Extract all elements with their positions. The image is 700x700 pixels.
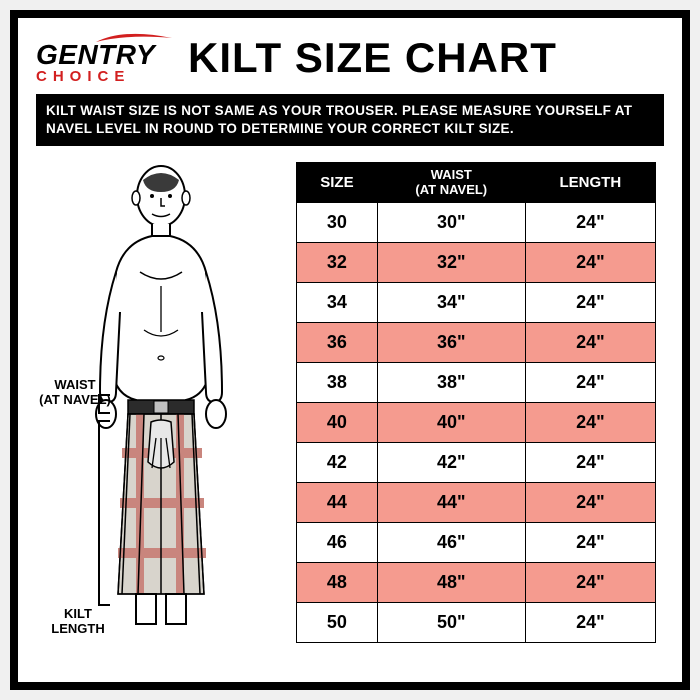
table-row: 3030"24" xyxy=(297,203,656,243)
table-cell: 24" xyxy=(525,203,655,243)
table-cell: 36" xyxy=(377,323,525,363)
header: GENTRY CHOICE KILT SIZE CHART xyxy=(36,32,664,84)
table-row: 5050"24" xyxy=(297,603,656,643)
table-row: 4646"24" xyxy=(297,523,656,563)
table-cell: 38 xyxy=(297,363,378,403)
table-cell: 48" xyxy=(377,563,525,603)
table-cell: 32 xyxy=(297,243,378,283)
size-chart-card: GENTRY CHOICE KILT SIZE CHART KILT WAIST… xyxy=(10,10,690,690)
table-row: 4242"24" xyxy=(297,443,656,483)
table-cell: 36 xyxy=(297,323,378,363)
table-cell: 46 xyxy=(297,523,378,563)
bracket-length-icon xyxy=(98,420,100,606)
logo-text-bottom: CHOICE xyxy=(36,70,174,84)
table-cell: 44" xyxy=(377,483,525,523)
table-cell: 32" xyxy=(377,243,525,283)
table-cell: 24" xyxy=(525,483,655,523)
table-cell: 30 xyxy=(297,203,378,243)
annotation-waist: WAIST(AT NAVEL) xyxy=(30,378,120,408)
measurement-notice: KILT WAIST SIZE IS NOT SAME AS YOUR TROU… xyxy=(36,94,664,146)
table-row: 4040"24" xyxy=(297,403,656,443)
size-table: SIZE WAIST(AT NAVEL) LENGTH 3030"24"3232… xyxy=(296,162,656,643)
table-row: 3232"24" xyxy=(297,243,656,283)
table-cell: 48 xyxy=(297,563,378,603)
table-cell: 24" xyxy=(525,603,655,643)
table-cell: 24" xyxy=(525,323,655,363)
logo-text-top: GENTRY xyxy=(36,42,174,69)
table-cell: 42 xyxy=(297,443,378,483)
page-title: KILT SIZE CHART xyxy=(188,34,557,82)
table-row: 4444"24" xyxy=(297,483,656,523)
table-cell: 24" xyxy=(525,403,655,443)
table-cell: 38" xyxy=(377,363,525,403)
content-row: WAIST(AT NAVEL) KILTLENGTH xyxy=(36,162,664,643)
col-length: LENGTH xyxy=(525,163,655,203)
annotation-length: KILTLENGTH xyxy=(38,607,118,637)
table-cell: 42" xyxy=(377,443,525,483)
bracket-waist-icon xyxy=(98,394,100,414)
table-cell: 24" xyxy=(525,243,655,283)
table-cell: 44 xyxy=(297,483,378,523)
table-cell: 24" xyxy=(525,563,655,603)
table-cell: 24" xyxy=(525,363,655,403)
table-cell: 50" xyxy=(377,603,525,643)
col-waist: WAIST(AT NAVEL) xyxy=(377,163,525,203)
table-cell: 30" xyxy=(377,203,525,243)
table-header-row: SIZE WAIST(AT NAVEL) LENGTH xyxy=(297,163,656,203)
table-cell: 24" xyxy=(525,523,655,563)
table-cell: 34 xyxy=(297,283,378,323)
table-cell: 40" xyxy=(377,403,525,443)
table-cell: 50 xyxy=(297,603,378,643)
brand-logo: GENTRY CHOICE xyxy=(36,32,174,84)
table-row: 3838"24" xyxy=(297,363,656,403)
table-row: 3434"24" xyxy=(297,283,656,323)
table-cell: 46" xyxy=(377,523,525,563)
table-row: 4848"24" xyxy=(297,563,656,603)
table-cell: 24" xyxy=(525,443,655,483)
table-cell: 40 xyxy=(297,403,378,443)
table-body: 3030"24"3232"24"3434"24"3636"24"3838"24"… xyxy=(297,203,656,643)
col-size: SIZE xyxy=(297,163,378,203)
table-cell: 34" xyxy=(377,283,525,323)
table-row: 3636"24" xyxy=(297,323,656,363)
figure-column: WAIST(AT NAVEL) KILTLENGTH xyxy=(36,162,286,643)
table-cell: 24" xyxy=(525,283,655,323)
